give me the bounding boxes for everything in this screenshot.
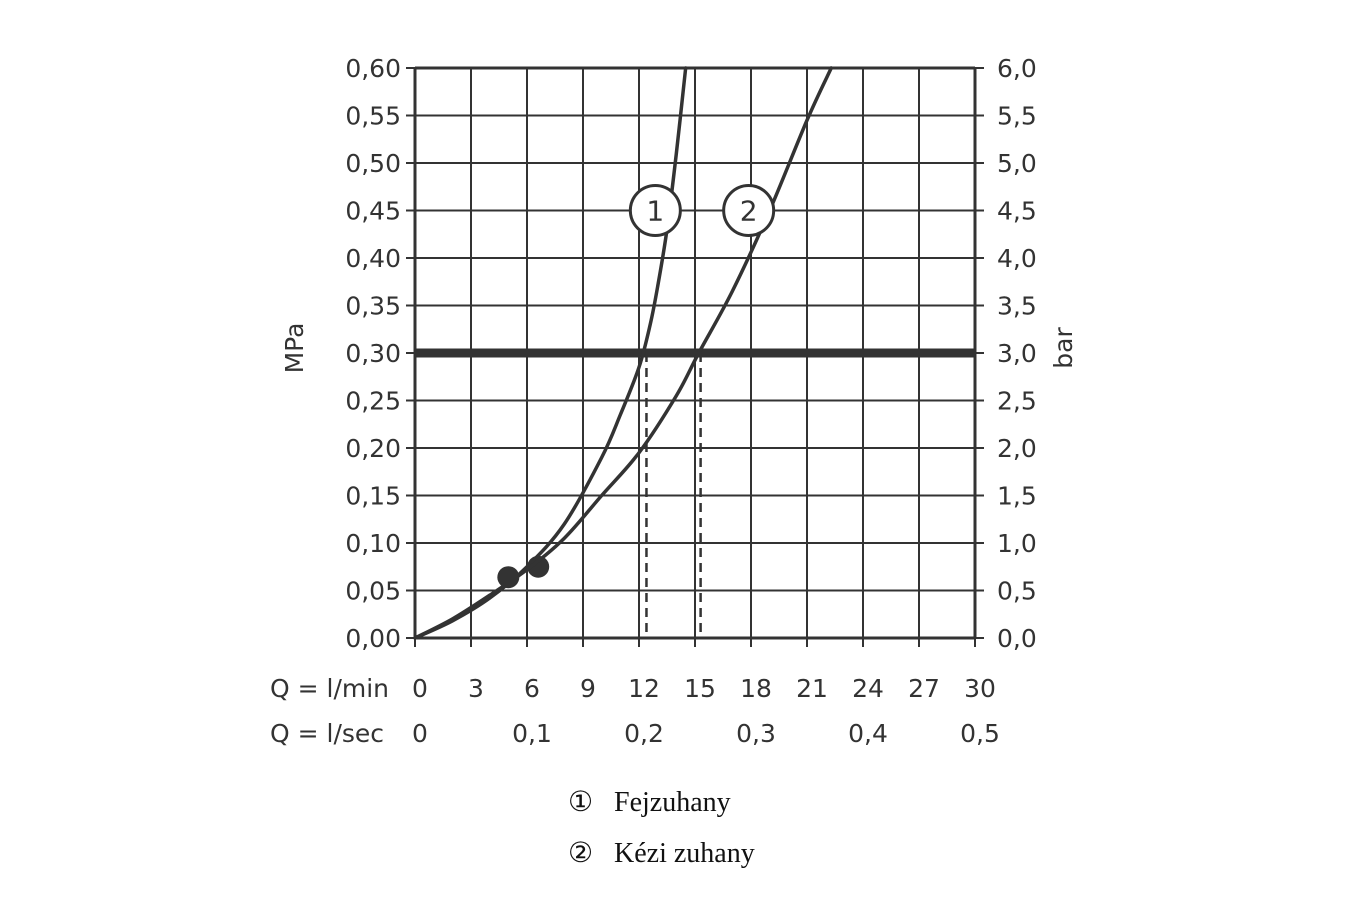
y-left-tick-label-9: 0,45 bbox=[345, 197, 401, 226]
legend: ① Fejzuhany ② Kézi zuhany bbox=[568, 787, 755, 869]
x-secondary-axis-label: Q = l/sec bbox=[270, 719, 384, 748]
y-right-axis-label: bar bbox=[1049, 327, 1078, 369]
legend-symbol-1: ① bbox=[568, 787, 593, 818]
x-primary-tick-label-8: 24 bbox=[852, 674, 884, 703]
legend-item-2: ② Kézi zuhany bbox=[568, 838, 755, 869]
y-right-tick-label-8: 4,0 bbox=[997, 244, 1037, 273]
x-primary-tick-label-5: 15 bbox=[684, 674, 716, 703]
legend-text-1: Fejzuhany bbox=[614, 787, 731, 818]
y-left-tick-label-7: 0,35 bbox=[345, 292, 401, 321]
y-left-tick-label-4: 0,20 bbox=[345, 434, 401, 463]
x-primary-tick-label-10: 30 bbox=[964, 674, 996, 703]
y-right-tick-label-4: 2,0 bbox=[997, 434, 1037, 463]
y-right-tick-label-5: 2,5 bbox=[997, 387, 1037, 416]
x-primary-tick-label-0: 0 bbox=[412, 674, 428, 703]
y-right-tick-label-1: 0,5 bbox=[997, 577, 1037, 606]
y-right-tick-label-7: 3,5 bbox=[997, 292, 1037, 321]
x-primary-tick-label-2: 6 bbox=[524, 674, 540, 703]
y-left-tick-label-3: 0,15 bbox=[345, 482, 401, 511]
tick-labels: 0,000,050,100,150,200,250,300,350,400,45… bbox=[345, 54, 1036, 748]
x-primary-tick-label-1: 3 bbox=[468, 674, 484, 703]
legend-text-2: Kézi zuhany bbox=[614, 838, 755, 869]
y-right-tick-label-12: 6,0 bbox=[997, 54, 1037, 83]
y-left-tick-label-10: 0,50 bbox=[345, 149, 401, 178]
x-primary-axis-label: Q = l/min bbox=[270, 674, 389, 703]
y-right-tick-label-6: 3,0 bbox=[997, 339, 1037, 368]
x-secondary-tick-label-5: 0,5 bbox=[960, 719, 1000, 748]
y-left-tick-label-1: 0,05 bbox=[345, 577, 401, 606]
series-marker-circle-2 bbox=[722, 184, 776, 237]
x-secondary-tick-label-0: 0 bbox=[412, 719, 428, 748]
series-marker-label-1: 1 bbox=[646, 195, 664, 228]
y-left-tick-label-11: 0,55 bbox=[345, 102, 401, 131]
x-primary-tick-label-7: 21 bbox=[796, 674, 828, 703]
legend-item-1: ① Fejzuhany bbox=[568, 787, 731, 818]
y-left-tick-label-5: 0,25 bbox=[345, 387, 401, 416]
y-left-tick-label-8: 0,40 bbox=[345, 244, 401, 273]
series-dot-2 bbox=[497, 566, 520, 589]
y-left-tick-label-6: 0,30 bbox=[345, 339, 401, 368]
y-left-axis-label: MPa bbox=[280, 323, 309, 374]
y-right-tick-label-0: 0,0 bbox=[997, 624, 1037, 653]
x-secondary-tick-label-3: 0,3 bbox=[736, 719, 776, 748]
series-marker-circle-1 bbox=[628, 184, 682, 237]
x-secondary-tick-label-4: 0,4 bbox=[848, 719, 888, 748]
x-secondary-tick-label-2: 0,2 bbox=[624, 719, 664, 748]
drop-lines bbox=[645, 353, 702, 638]
legend-symbol-2: ② bbox=[568, 838, 593, 869]
x-primary-tick-label-9: 27 bbox=[908, 674, 940, 703]
y-right-tick-label-3: 1,5 bbox=[997, 482, 1037, 511]
x-secondary-tick-label-1: 0,1 bbox=[512, 719, 552, 748]
y-left-tick-label-12: 0,60 bbox=[345, 54, 401, 83]
y-left-tick-label-2: 0,10 bbox=[345, 529, 401, 558]
series-dot-1 bbox=[527, 555, 550, 578]
y-right-tick-label-9: 4,5 bbox=[997, 197, 1037, 226]
x-primary-tick-label-6: 18 bbox=[740, 674, 772, 703]
y-right-tick-label-11: 5,5 bbox=[997, 102, 1037, 131]
y-left-tick-label-0: 0,00 bbox=[345, 624, 401, 653]
y-right-tick-label-2: 1,0 bbox=[997, 529, 1037, 558]
y-right-tick-label-10: 5,0 bbox=[997, 149, 1037, 178]
series-marker-label-2: 2 bbox=[740, 195, 758, 228]
x-primary-tick-label-3: 9 bbox=[580, 674, 596, 703]
x-primary-tick-label-4: 12 bbox=[628, 674, 660, 703]
